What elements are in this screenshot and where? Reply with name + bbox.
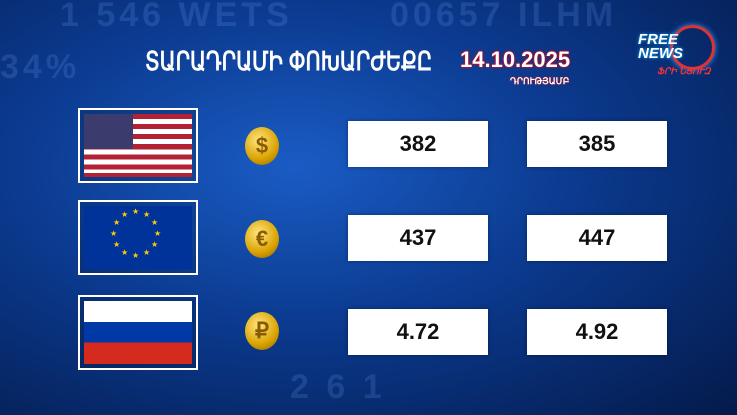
ru-flag [78,295,198,370]
star-icon: ★ [143,248,151,258]
star-icon: ★ [110,229,118,238]
date: 14.10.2025 [460,47,571,72]
star-icon: ★ [154,229,162,238]
date-caption: ԴՐՈՒԹՅԱՄԲ [510,76,570,86]
star-icon: ★ [112,218,121,227]
logo-text: FREE NEWS [638,31,683,62]
rub-sell-rate: 4.92 [527,309,667,355]
star-icon: ★ [121,209,129,219]
star-icon: ★ [112,240,121,249]
clock-icon [670,25,715,70]
star-icon: ★ [132,251,140,260]
rub-buy-rate: 4.72 [348,309,488,355]
euro-coin-icon: € [245,220,279,258]
star-icon: ★ [143,209,151,219]
star-icon: ★ [151,218,159,227]
us-flag [78,108,198,183]
usd-buy-rate: 382 [348,121,488,167]
background-text: 34% [0,48,81,86]
page-title: ՏԱՐԱԴՐԱՄԻ ՓՈԽԱՐԺԵՔԸ [145,46,433,76]
logo: FREE NEWS ՖՐԻ ՆՅՈՒԶ [635,25,720,80]
background-text: 00657 ILHM [390,0,618,34]
dollar-coin-icon: $ [245,127,279,165]
ruble-coin-icon: ₽ [245,312,279,350]
star-icon: ★ [121,248,129,258]
star-icon: ★ [132,207,140,216]
logo-subtitle: ՖՐԻ ՆՅՈՒԶ [657,66,711,76]
eur-sell-rate: 447 [527,215,667,261]
eur-buy-rate: 437 [348,215,488,261]
usd-sell-rate: 385 [527,121,667,167]
eu-flag: ★ ★ ★ ★ ★ ★ ★ ★ ★ ★ ★ ★ [78,200,198,275]
star-icon: ★ [151,240,159,249]
background-text: 2 6 1 [290,368,386,406]
background-text: 1 546 WETS [60,0,293,34]
